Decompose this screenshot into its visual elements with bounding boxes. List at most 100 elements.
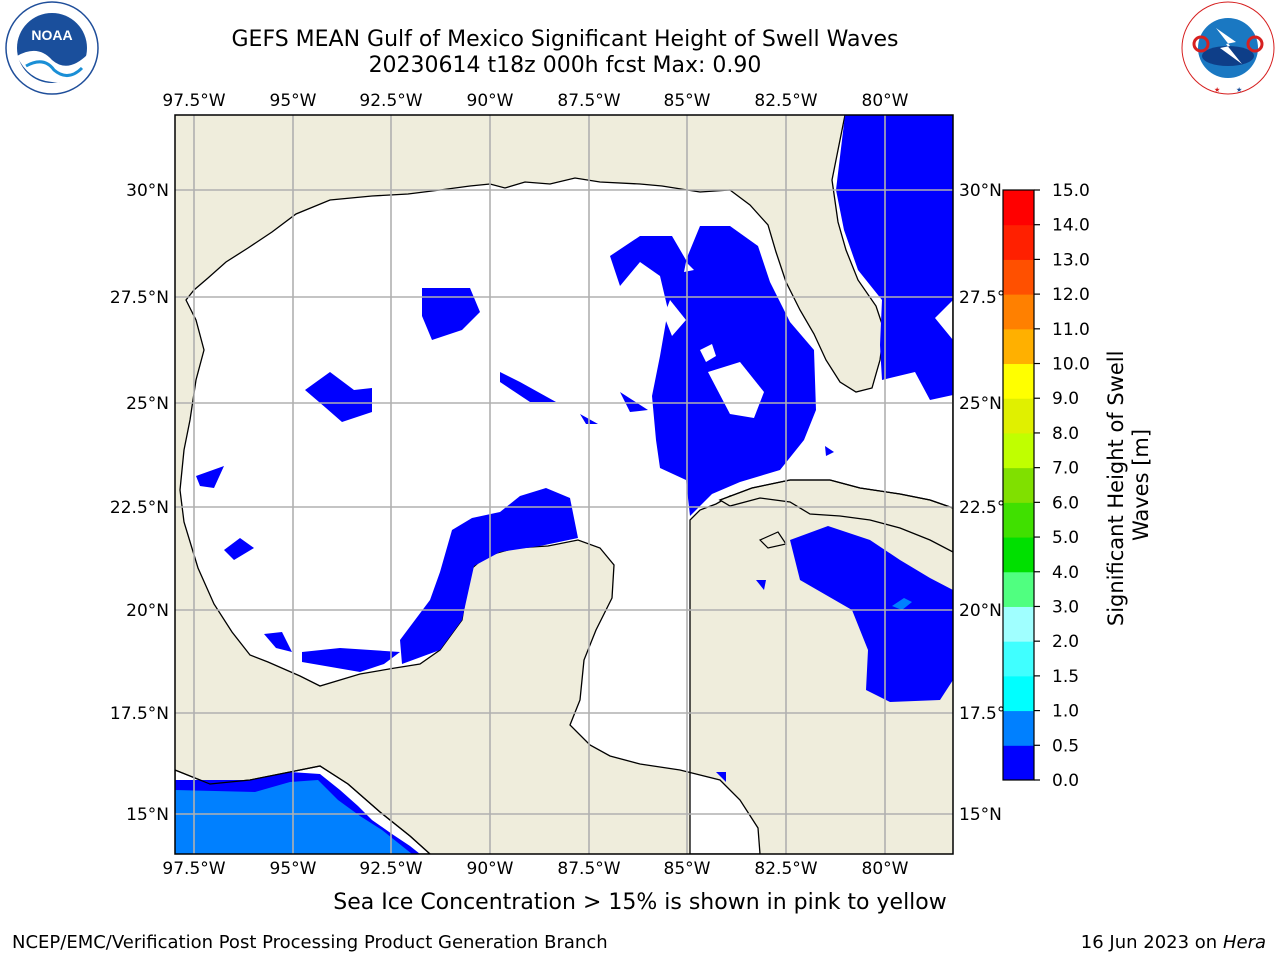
lat-label: 25°N [126,394,169,414]
lon-label: 97.5°W [162,91,225,111]
colorbar-segment [1003,398,1034,434]
swell-patch [836,115,953,400]
swell-patch [196,466,224,488]
colorbar-tick-label: 9.0 [1052,389,1079,409]
swell-patch [305,372,372,422]
swell-gap [664,300,686,336]
footer-host: Hera [1222,932,1266,953]
colorbar-tick-label: 13.0 [1052,250,1090,270]
swell-patch [302,648,400,672]
colorbar-segment [1003,190,1034,226]
lat-label: 17.5°N [110,704,169,724]
lat-label: 30°N [959,181,1002,201]
colorbar-tick-label: 1.5 [1052,667,1079,687]
map-area [175,115,953,854]
swell-gaps [664,262,764,418]
colorbar-segment [1003,675,1034,712]
colorbar-segment [1003,467,1034,503]
svg-text:★: ★ [1214,86,1220,94]
lon-label: 87.5°W [557,91,620,111]
lon-labels-top: 97.5°W 95°W 92.5°W 90°W 87.5°W 85°W 82.5… [162,91,908,111]
lat-label: 25°N [959,394,1002,414]
lon-label: 92.5°W [359,91,422,111]
sea-ice-caption: Sea Ice Concentration > 15% is shown in … [333,890,947,915]
lon-label: 85°W [664,91,711,111]
swell-patch [825,446,834,456]
colorbar-tick-label: 6.0 [1052,493,1079,513]
lat-label: 22.5°N [110,498,169,518]
coastline [175,765,431,854]
colorbar [1003,190,1034,781]
lon-label: 97.5°W [162,859,225,879]
lat-label: 15°N [959,805,1002,825]
lon-label: 80°W [862,91,909,111]
swell-patch [400,488,578,664]
swell-patch [500,372,556,402]
colorbar-segment [1003,224,1034,260]
lon-label: 82.5°W [754,859,817,879]
swell-patch [224,538,254,560]
colorbar-segment [1003,328,1034,365]
footer-branch: NCEP/EMC/Verification Post Processing Pr… [12,932,608,953]
colorbar-segment [1003,537,1034,573]
colorbar-segment [1003,606,1034,642]
lon-label: 95°W [270,859,317,879]
colorbar-tick-label: 1.0 [1052,702,1079,722]
swell-patch [422,288,480,340]
colorbar-segment [1003,294,1034,330]
colorbar-tick-label: 2.0 [1052,632,1079,652]
lon-label: 90°W [467,91,514,111]
chart-title: GEFS MEAN Gulf of Mexico Significant Hei… [231,27,899,52]
svg-text:★: ★ [1236,86,1242,94]
lat-label: 20°N [126,601,169,621]
swell-gap [700,344,716,362]
chart-subtitle: 20230614 t18z 000h fcst Max: 0.90 [368,53,762,78]
colorbar-frame [1002,189,1035,781]
colorbar-label: Significant Height of Swell Waves [m] [1104,344,1153,626]
lon-label: 95°W [270,91,317,111]
lat-label: 27.5°N [110,288,169,308]
nws-logo: ★ ★ [1181,1,1275,95]
noaa-logo-text: NOAA [31,27,72,43]
swell-patch [756,580,766,590]
lon-label: 90°W [467,859,514,879]
lon-label: 85°W [664,859,711,879]
colorbar-tick-label: 11.0 [1052,320,1090,340]
lon-label: 87.5°W [557,859,620,879]
map-frame [174,114,954,855]
colorbar-segment [1003,710,1034,746]
lon-label: 92.5°W [359,859,422,879]
colorbar-segment [1003,641,1034,677]
swell-patch [620,392,648,412]
footer-date: 16 Jun 2023 on Hera [1081,932,1266,953]
colorbar-tick-label: 0.5 [1052,736,1079,756]
coastline [719,479,953,509]
colorbar-segment [1003,571,1034,607]
colorbar-tick-label: 3.0 [1052,597,1079,617]
colorbar-tick-label: 12.0 [1052,285,1090,305]
lon-label: 80°W [862,859,909,879]
footer-date-text: 16 Jun 2023 on [1080,932,1218,953]
swell-patch [892,598,912,610]
colorbar-tick-label: 10.0 [1052,355,1090,375]
colorbar-tick-label: 7.0 [1052,459,1079,479]
swell-patch [790,526,953,702]
lat-label: 20°N [959,601,1002,621]
colorbar-tick-label: 5.0 [1052,528,1079,548]
colorbar-tick-label: 15.0 [1052,181,1090,201]
colorbar-tick-label: 4.0 [1052,563,1079,583]
colorbar-ticks: 0.0 0.5 1.0 1.5 2.0 3.0 4.0 5.0 6.0 7.0 8.0 9.0 10.0… [1034,181,1090,791]
colorbar-segment [1003,259,1034,295]
lon-labels-bottom: 97.5°W 95°W 92.5°W 90°W 87.5°W 85°W 82.5… [162,859,908,879]
lat-label: 30°N [126,181,169,201]
colorbar-tick-label: 8.0 [1052,424,1079,444]
lon-label: 82.5°W [754,91,817,111]
swell-patch [264,632,292,652]
swell-patch [716,772,726,782]
colorbar-segment [1003,745,1034,781]
colorbar-segment [1003,363,1034,399]
colorbar-segment [1003,502,1034,538]
colorbar-tick-label: 0.0 [1052,771,1079,791]
colorbar-segment [1003,432,1034,469]
